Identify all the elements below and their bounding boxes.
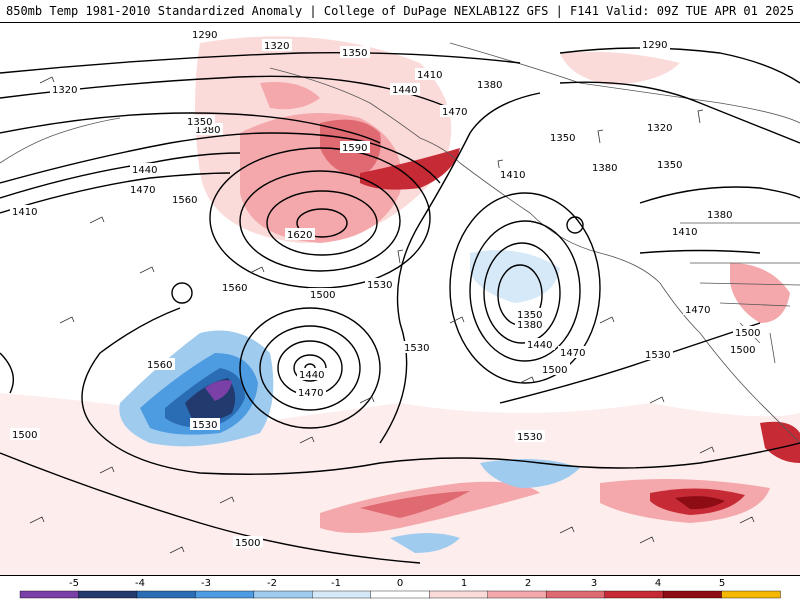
contour-label: 1290 [192, 30, 217, 41]
low-contour [259, 325, 361, 411]
contour-label: 1410 [12, 207, 37, 218]
contour-label: 1350 [517, 310, 542, 321]
colorbar-tick: 3 [591, 578, 597, 589]
colorbar-swatch [312, 590, 372, 599]
colorbar-legend: -5 -4 -3 -2 -1 0 1 2 3 4 5 [0, 576, 800, 600]
colorbar-swatches [19, 590, 781, 599]
contour-label: 1380 [477, 80, 502, 91]
contour-label: 1530 [404, 343, 429, 354]
contour-label: 1470 [560, 348, 585, 359]
low-contour [239, 307, 381, 429]
colorbar-swatch [545, 590, 606, 599]
colorbar-swatch [370, 590, 430, 599]
colorbar-swatch [19, 590, 80, 599]
contour-label: 1530 [645, 350, 670, 361]
weather-map: 1290 1320 1350 1410 1440 1470 1380 1290 … [0, 28, 800, 575]
contour-label: 1380 [592, 163, 617, 174]
contour-label: 1620 [287, 230, 312, 241]
anomaly-positive-region [675, 496, 725, 510]
colorbar-tick: 4 [655, 578, 661, 589]
contour-label: 1590 [342, 143, 367, 154]
contour-label: 1440 [132, 165, 157, 176]
contour-label: 1290 [642, 40, 667, 51]
ridge-contour [266, 190, 378, 256]
colorbar-swatch [429, 590, 489, 599]
anomaly-positive-region [260, 82, 320, 110]
contour-label: 1440 [527, 340, 552, 351]
map-panel: 1290 1320 1350 1410 1440 1470 1380 1290 … [0, 22, 800, 576]
contour-label: 1470 [685, 305, 710, 316]
contour-label: 1500 [730, 345, 755, 356]
trough-contour [449, 192, 601, 384]
colorbar-tick: 2 [525, 578, 531, 589]
contour-label: 1530 [367, 280, 392, 291]
anomaly-positive-region [360, 148, 460, 190]
contour-label: 1410 [500, 170, 525, 181]
contour-label: 1530 [192, 420, 217, 431]
contour-labels: 1290 1320 1350 1410 1440 1470 1380 1290 … [10, 28, 763, 549]
header: 850mb Temp 1981-2010 Standardized Anomal… [0, 0, 800, 22]
contour-label: 1440 [299, 370, 324, 381]
contour-label: 1500 [735, 328, 760, 339]
anomaly-shading [0, 36, 800, 575]
anomaly-negative-region [205, 380, 232, 401]
contour-label: 1500 [542, 365, 567, 376]
anomaly-positive-region [730, 263, 790, 323]
contour-label: 1380 [517, 320, 542, 331]
colorbar-swatch [136, 590, 197, 599]
anomaly-positive-region [560, 51, 680, 85]
contour-label: 1440 [392, 85, 417, 96]
contour-label: 1350 [550, 133, 575, 144]
colorbar-swatch [662, 590, 723, 599]
anomaly-negative-region [470, 250, 560, 303]
ridge-contour [296, 208, 348, 238]
contour-label: 1560 [147, 360, 172, 371]
colorbar-swatch [253, 590, 314, 599]
trough-contour [483, 242, 561, 344]
contour-label: 1350 [657, 160, 682, 171]
anomaly-positive-region [760, 421, 800, 463]
contour-label: 1320 [264, 41, 289, 52]
product-title: 850mb Temp 1981-2010 Standardized Anomal… [6, 4, 498, 18]
ridge-contour [239, 170, 401, 272]
contour-label: 1470 [130, 185, 155, 196]
contour-label: 1500 [310, 290, 335, 301]
trough-contour [469, 220, 581, 362]
contour-label: 1350 [187, 117, 212, 128]
contour-label: 1500 [12, 430, 37, 441]
colorbar-tick: -5 [69, 578, 79, 589]
colorbar-swatch [721, 590, 781, 599]
contour-label: 1530 [517, 432, 542, 443]
colorbar-tick: -1 [331, 578, 341, 589]
colorbar-tick: -4 [135, 578, 145, 589]
anomaly-negative-region [480, 459, 580, 488]
contour-label: 1350 [342, 48, 367, 59]
contour-label: 1470 [298, 388, 323, 399]
colorbar-tick: 0 [397, 578, 403, 589]
contour-label: 1380 [707, 210, 732, 221]
colorbar-swatch [604, 590, 664, 599]
colorbar-scale: -5 -4 -3 -2 -1 0 1 2 3 4 5 [19, 578, 781, 599]
contour-label: 1560 [172, 195, 197, 206]
colorbar-tick: -3 [201, 578, 211, 589]
colorbar-swatch [195, 590, 255, 599]
contour-label: 1320 [647, 123, 672, 134]
contour-label: 1380 [195, 125, 220, 136]
contour-label: 1320 [52, 85, 77, 96]
contour-label: 1410 [672, 227, 697, 238]
contour-label: 1470 [442, 107, 467, 118]
anomaly-positive-region [360, 491, 470, 518]
contour-label: 1560 [222, 283, 247, 294]
contour-label: 1410 [417, 70, 442, 81]
colorbar-tick: 1 [461, 578, 467, 589]
colorbar-swatch [487, 590, 547, 599]
colorbar-tick: 5 [719, 578, 725, 589]
colorbar-tick-labels: -5 -4 -3 -2 -1 0 1 2 3 4 5 [69, 578, 725, 589]
colorbar-tick: -2 [267, 578, 277, 589]
model-run-info: 12Z GFS | F141 Valid: 09Z TUE APR 01 202… [497, 4, 794, 18]
contour-label: 1500 [235, 538, 260, 549]
colorbar-swatch [78, 590, 138, 599]
wind-barbs [29, 76, 755, 554]
anomaly-negative-region [390, 533, 460, 553]
